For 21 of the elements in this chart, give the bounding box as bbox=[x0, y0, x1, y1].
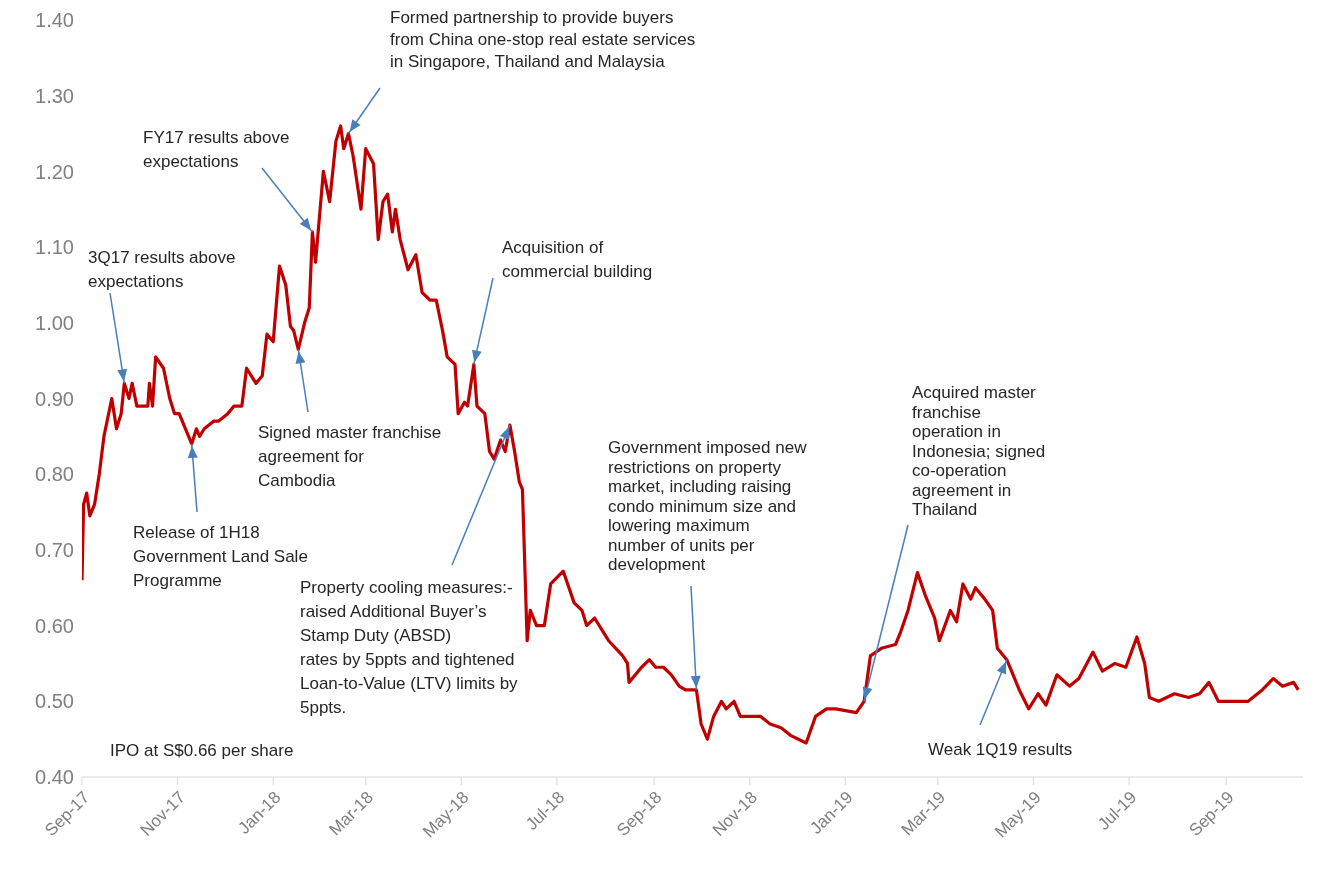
annotation: Property cooling measures:- raised Additional Buyer’s Stamp Duty (ABSD) rates by 5ppts and tightened Loan-to-Value (LTV) limits by 5ppts. bbox=[300, 578, 519, 717]
annotation: IPO at S$0.66 per share bbox=[110, 741, 294, 760]
annotation: FY17 results above expectations bbox=[143, 128, 290, 171]
annotation: Acquired master franchise operation in Indonesia; signed co-operation agreement in Thailand bbox=[912, 383, 1046, 519]
y-tick-label: 0.60 bbox=[35, 614, 74, 637]
annotation: 3Q17 results above expectations bbox=[88, 248, 236, 291]
y-tick-label: 0.70 bbox=[35, 539, 74, 561]
y-tick-label: 0.50 bbox=[35, 690, 74, 713]
y-tick-label: 1.00 bbox=[35, 311, 74, 334]
annotation: Weak 1Q19 results bbox=[928, 740, 1073, 759]
annotation: Formed partnership to provide buyers from China one-stop real estate services in Singapore, Thailand and Malaysia bbox=[390, 8, 696, 71]
y-tick-label: 0.80 bbox=[35, 463, 74, 486]
y-tick-label: 0.40 bbox=[35, 766, 74, 789]
y-tick-label: 1.10 bbox=[35, 236, 74, 259]
y-tick-label: 1.40 bbox=[35, 9, 74, 32]
y-tick-label: 0.90 bbox=[35, 387, 74, 410]
annotation: Signed master franchise agreement for Cambodia bbox=[258, 423, 442, 490]
y-tick-label: 1.20 bbox=[35, 160, 74, 183]
annotation: Government imposed new restrictions on property market, including raising condo minimum size and lowering maximum number of units per development bbox=[608, 438, 808, 574]
annotation: Acquisition of commercial building bbox=[502, 238, 653, 281]
y-tick-label: 1.30 bbox=[35, 84, 74, 107]
